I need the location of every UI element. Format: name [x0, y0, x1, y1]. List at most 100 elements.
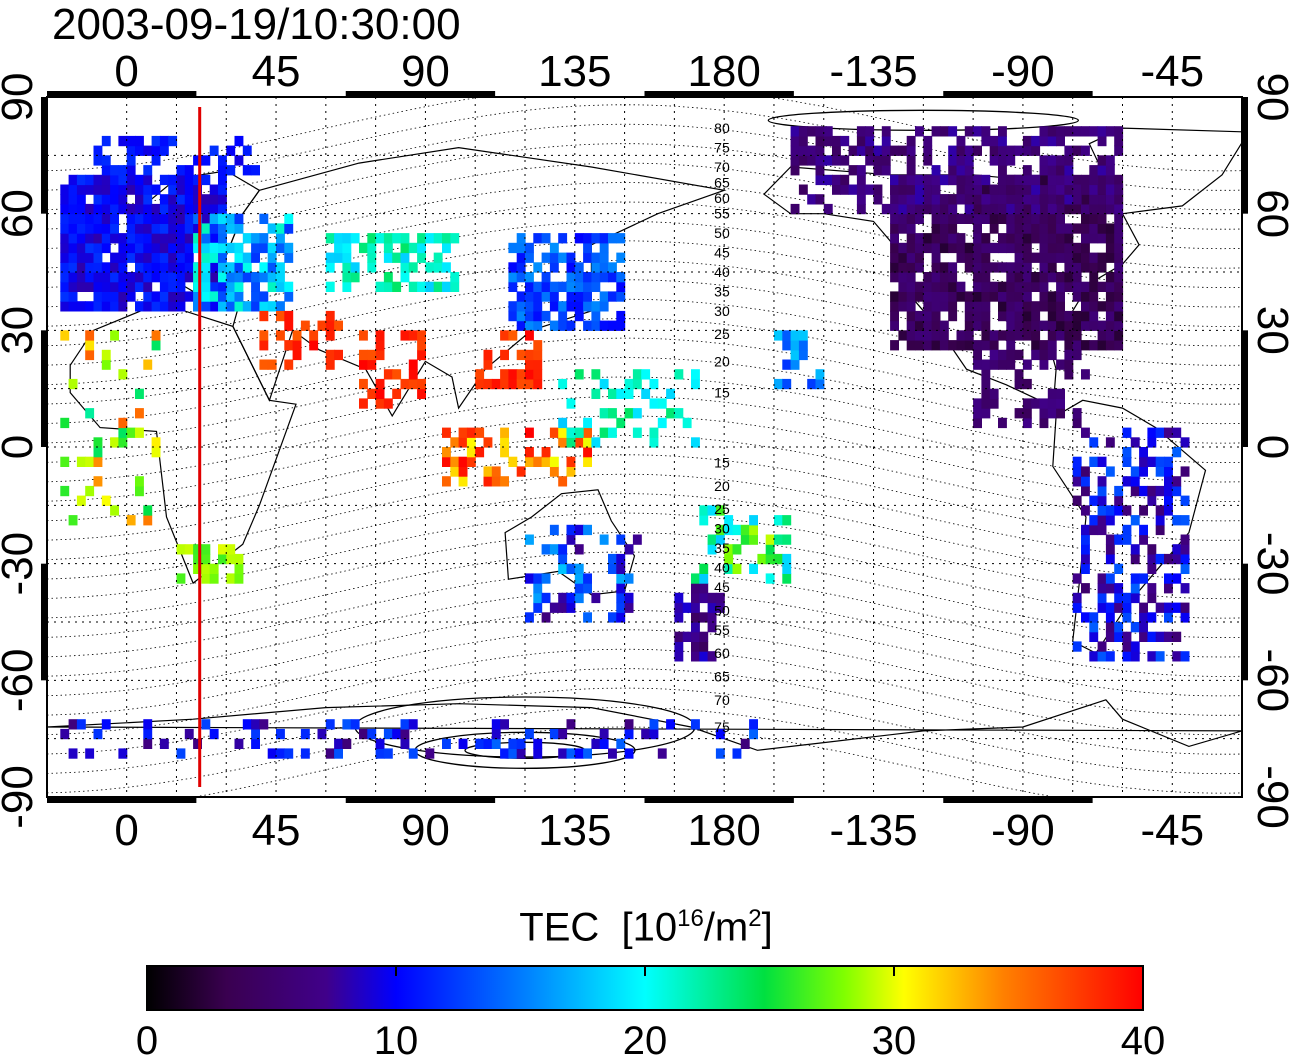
tec-cell	[234, 301, 244, 312]
tec-cell	[782, 359, 792, 370]
tec-cell	[608, 262, 617, 273]
tec-cell	[60, 272, 70, 283]
tec-cell	[367, 349, 377, 361]
tec-cell	[135, 135, 144, 147]
tec-cell	[60, 223, 70, 234]
tec-cell	[193, 291, 202, 302]
tec-cell	[624, 544, 634, 555]
tec-cell	[1147, 485, 1157, 497]
tec-cell	[135, 213, 144, 224]
tec-cell	[159, 213, 169, 224]
tec-cell	[85, 330, 95, 341]
tec-cell	[890, 184, 899, 195]
tec-cell	[1122, 612, 1132, 623]
y-tick-label-left: 0	[0, 435, 42, 459]
tec-cell	[1139, 524, 1148, 536]
tec-cell	[1072, 281, 1082, 292]
tec-cell	[881, 203, 891, 215]
tec-cell	[226, 213, 236, 224]
tec-cell	[209, 262, 219, 273]
tec-cell	[525, 447, 534, 458]
tec-cell	[159, 281, 169, 292]
tec-cell	[624, 592, 634, 604]
tec-cell	[392, 233, 402, 244]
tec-cell	[549, 456, 559, 467]
colorbar-tick-label: 40	[1121, 1019, 1166, 1057]
tec-cell	[931, 126, 941, 137]
tec-cell	[118, 252, 128, 263]
tec-cell	[1089, 622, 1099, 633]
tec-cell	[1155, 524, 1165, 536]
tec-cell	[1014, 194, 1024, 205]
tec-cell	[931, 165, 941, 176]
tec-cell	[392, 728, 402, 740]
tec-cell	[1097, 330, 1107, 341]
contour-label: 70	[714, 159, 730, 175]
tec-cell	[699, 651, 709, 662]
tec-cell	[475, 369, 485, 380]
tec-cell	[143, 194, 153, 205]
tec-cell	[923, 281, 933, 292]
tec-cell	[691, 369, 700, 380]
tec-cell	[218, 262, 227, 273]
tec-cell	[383, 272, 393, 283]
tec-cell	[135, 408, 144, 419]
tec-cell	[1089, 272, 1099, 283]
tec-cell	[973, 194, 982, 205]
contour-label: 35	[714, 283, 730, 299]
tec-cell	[906, 213, 916, 224]
colorbar-label-exp2: 2	[748, 905, 762, 932]
tec-cell	[740, 738, 750, 749]
tec-cell	[68, 515, 78, 526]
tec-cell	[782, 378, 792, 390]
tec-cell	[1122, 456, 1132, 467]
tec-cell	[1056, 213, 1065, 224]
tec-cell	[881, 145, 891, 156]
tec-cell	[267, 223, 277, 234]
tec-cell	[1105, 165, 1115, 176]
tec-cell	[973, 417, 982, 429]
colorbar-label-unit-mid: /m	[703, 905, 749, 950]
tec-cell	[641, 728, 651, 740]
tec-cell	[699, 563, 709, 574]
tec-cell	[574, 592, 584, 604]
tec-cell	[906, 145, 916, 156]
tec-cell	[1006, 310, 1016, 322]
tec-cell	[193, 553, 202, 565]
tec-cell	[135, 184, 144, 195]
tec-cell	[383, 369, 393, 380]
tec-cell	[1164, 456, 1173, 467]
frame-segment	[345, 91, 496, 97]
tec-cell	[906, 165, 916, 176]
tec-cell	[284, 291, 294, 302]
tec-cell	[973, 145, 982, 156]
tec-cell	[276, 330, 285, 341]
tec-cell	[201, 252, 211, 263]
tec-cell	[574, 233, 584, 244]
tec-cell	[126, 272, 136, 283]
tec-cell	[798, 126, 808, 137]
tec-cell	[906, 194, 916, 205]
tec-cell	[68, 233, 78, 244]
tec-cell	[906, 310, 916, 322]
tec-cell	[798, 340, 808, 351]
tec-cell	[973, 359, 982, 370]
tec-cell	[549, 281, 559, 292]
tec-cell	[218, 194, 227, 205]
tec-cell	[948, 165, 958, 176]
tec-cell	[906, 330, 916, 341]
tec-cell	[973, 213, 982, 224]
tec-cell	[525, 242, 534, 254]
tec-cell	[691, 631, 700, 642]
tec-cell	[118, 369, 128, 380]
tec-cell	[1097, 485, 1107, 497]
tec-cell	[193, 563, 202, 574]
tec-cell	[574, 310, 584, 322]
tec-cell	[350, 262, 360, 273]
tec-cell	[583, 612, 592, 623]
tec-cell	[251, 252, 260, 263]
tec-cell	[425, 262, 435, 273]
tec-cell	[923, 174, 933, 186]
tec-cell	[815, 165, 825, 176]
tec-cell	[201, 573, 211, 584]
